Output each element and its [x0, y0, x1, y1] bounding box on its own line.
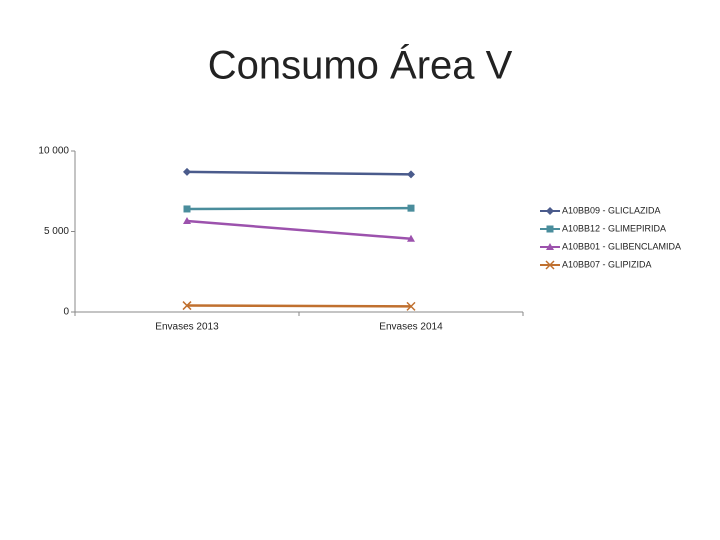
series-line	[186, 170, 412, 176]
marker	[546, 243, 554, 250]
series-line	[186, 304, 412, 308]
legend-label: A10BB07 - GLIPIZIDA	[562, 259, 652, 269]
y-tick-label: 5 000	[44, 226, 69, 237]
marker	[546, 225, 554, 233]
marker	[407, 204, 415, 212]
x-tick-label: Envases 2014	[379, 322, 443, 333]
marker	[407, 170, 415, 179]
y-tick-label: 10 000	[38, 146, 69, 157]
legend-label: A10BB01 - GLIBENCLAMIDA	[562, 241, 681, 251]
marker	[545, 260, 555, 270]
series-line	[186, 219, 412, 240]
marker	[406, 301, 416, 311]
legend-label: A10BB09 - GLICLAZIDA	[562, 205, 661, 215]
marker	[183, 205, 191, 213]
y-tick-label: 0	[63, 307, 69, 318]
marker	[183, 167, 191, 176]
marker	[546, 207, 554, 215]
marker	[407, 234, 415, 242]
marker	[183, 217, 191, 225]
legend-label: A10BB12 - GLIMEPIRIDA	[562, 223, 666, 233]
x-tick-label: Envases 2013	[155, 322, 219, 333]
chart-title: Consumo Área V	[208, 43, 513, 88]
marker	[182, 301, 192, 311]
series-line	[186, 206, 412, 211]
